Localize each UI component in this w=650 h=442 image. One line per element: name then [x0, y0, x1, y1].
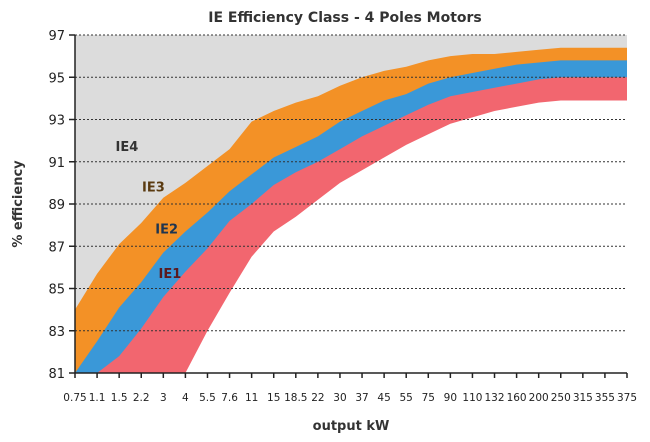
x-tick-label: 250	[551, 392, 571, 404]
x-tick-label: 22	[311, 392, 324, 404]
x-tick-label: 1.1	[89, 392, 106, 404]
band-label-ie2: IE2	[155, 223, 178, 238]
x-tick-label: 11	[245, 392, 258, 404]
band-label-ie3: IE3	[142, 180, 165, 195]
y-tick-label: 87	[48, 240, 65, 255]
band-labels: IE4 IE3 IE2 IE1	[116, 140, 182, 282]
x-tick-label: 1.5	[111, 392, 128, 404]
y-tick-label: 81	[48, 367, 65, 382]
x-tick-label: 7.6	[221, 392, 238, 404]
x-tick-label: 2.2	[133, 392, 150, 404]
y-tick-label: 93	[48, 114, 65, 129]
x-axis-ticks: 0.75 1.1 1.5 2.2 3 4 5.5 7.6 11 15 18.5 22 30 37 45 55 7…	[63, 373, 637, 404]
x-tick-label: 355	[595, 392, 615, 404]
x-tick-label: 37	[355, 392, 368, 404]
band-ie1	[75, 100, 627, 373]
x-tick-label: 30	[333, 392, 346, 404]
x-tick-label: 90	[444, 392, 457, 404]
plot-area	[75, 35, 627, 374]
y-tick-label: 83	[48, 325, 65, 340]
x-tick-label: 132	[484, 392, 504, 404]
band-label-ie4: IE4	[116, 140, 139, 155]
x-tick-label: 315	[573, 392, 593, 404]
y-tick-label: 95	[48, 71, 65, 86]
band-label-ie1: IE1	[159, 267, 182, 282]
x-tick-label: 15	[267, 392, 280, 404]
x-tick-label: 75	[422, 392, 435, 404]
x-tick-label: 160	[507, 392, 527, 404]
x-tick-label: 375	[617, 392, 637, 404]
x-tick-label: 200	[529, 392, 549, 404]
y-tick-label: 85	[48, 283, 65, 298]
y-axis-ticks: 97 95 93 91 89 87 85 83 81	[48, 29, 75, 382]
x-tick-label: 3	[160, 392, 167, 404]
x-axis-label: output kW	[313, 419, 390, 434]
x-tick-label: 45	[377, 392, 390, 404]
x-tick-label: 18.5	[284, 392, 307, 404]
chart-title: IE Efficiency Class - 4 Poles Motors	[208, 10, 482, 26]
x-tick-label: 55	[400, 392, 413, 404]
x-tick-label: 0.75	[63, 392, 86, 404]
x-tick-label: 110	[462, 392, 482, 404]
y-tick-label: 89	[48, 198, 65, 213]
y-axis-label: % efficiency	[11, 160, 26, 248]
y-tick-label: 91	[48, 156, 65, 171]
x-tick-label: 4	[182, 392, 189, 404]
x-tick-label: 5.5	[199, 392, 216, 404]
y-tick-label: 97	[48, 29, 65, 44]
